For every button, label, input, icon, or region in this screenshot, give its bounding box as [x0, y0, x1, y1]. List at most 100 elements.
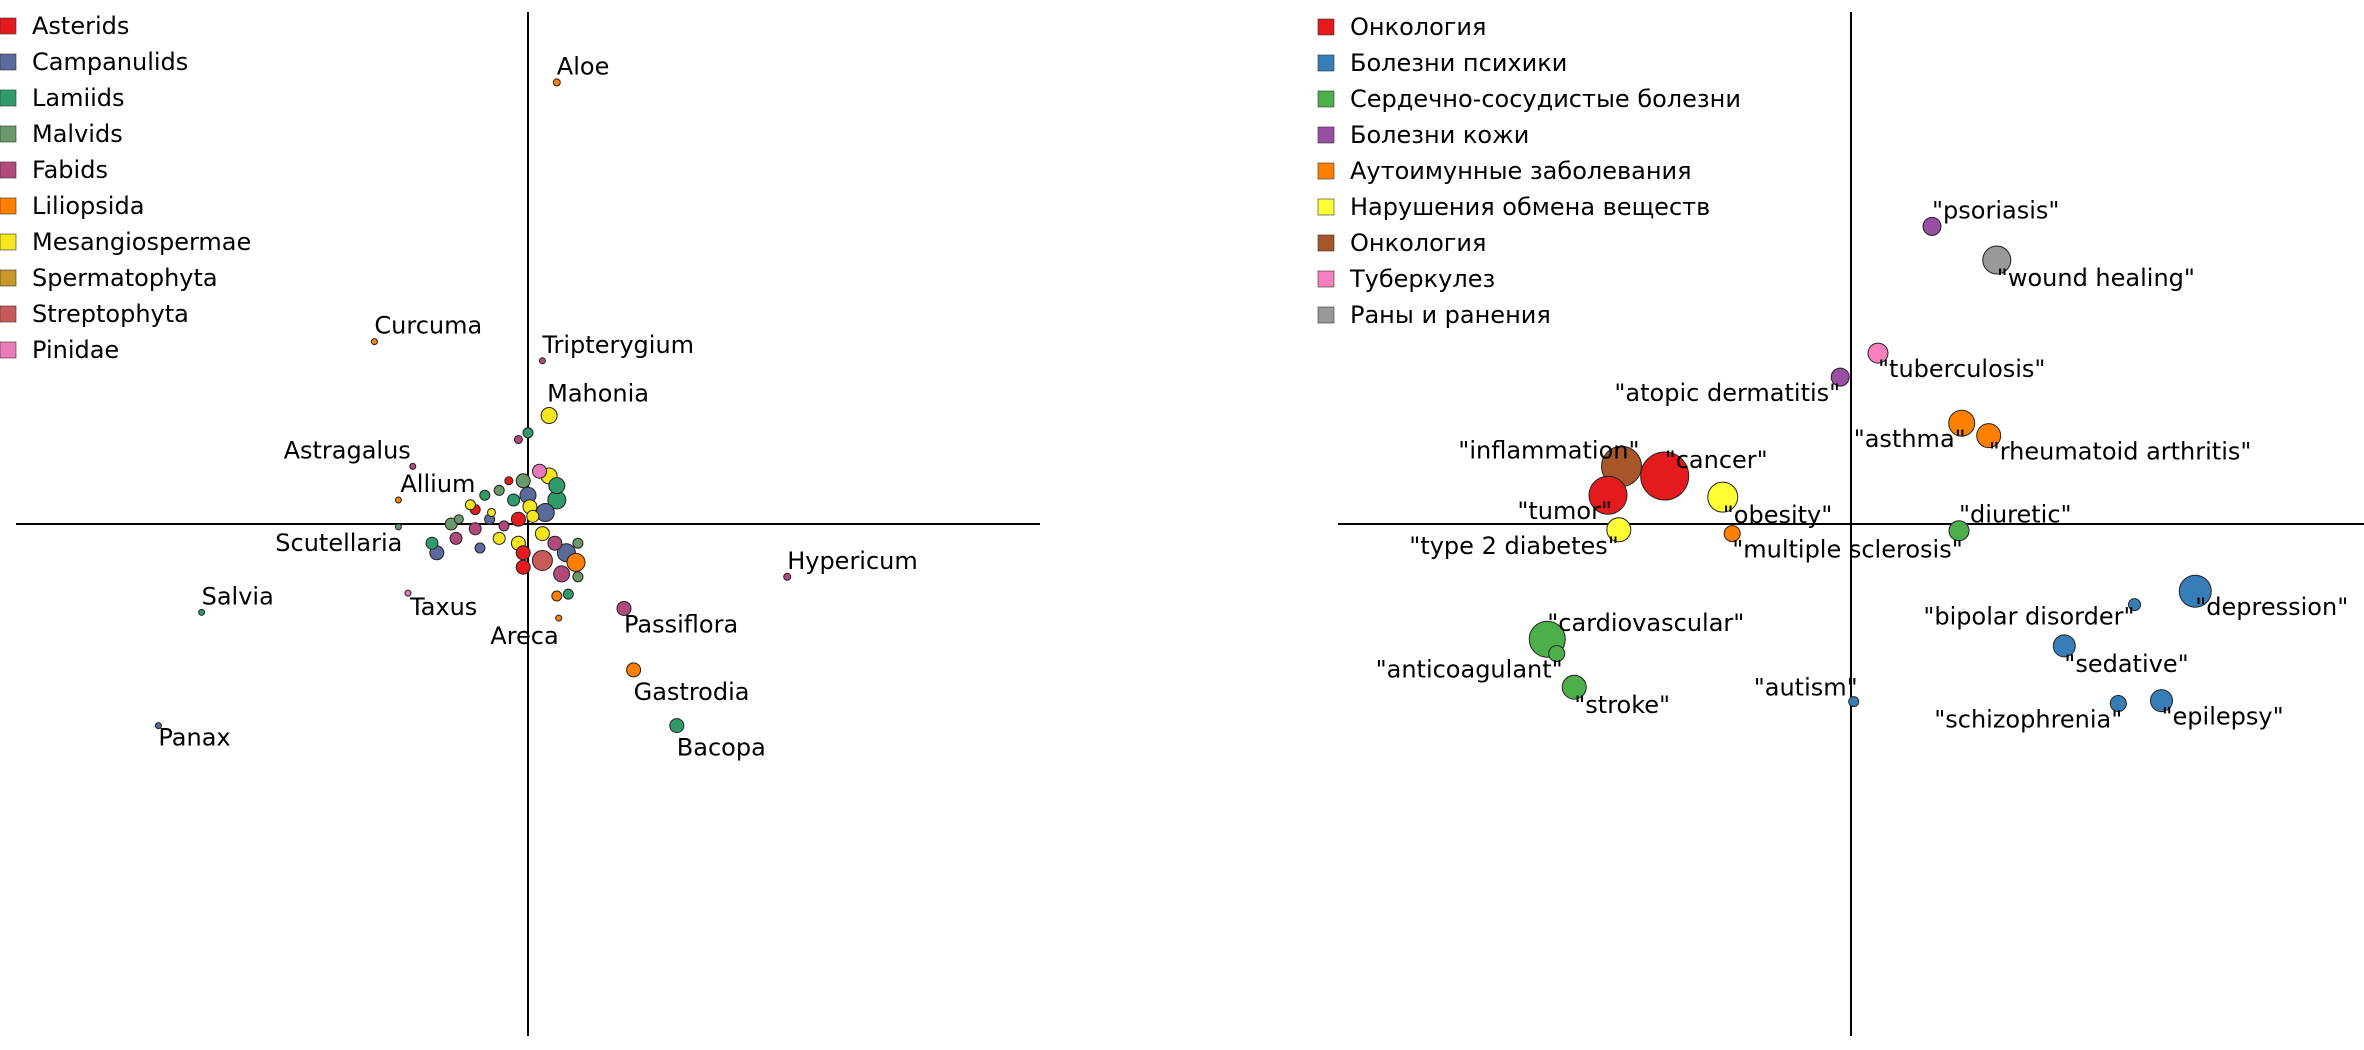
- left-point: [394, 496, 402, 504]
- left-point: [464, 499, 476, 511]
- left-legend-label: Mesangiospermae: [32, 228, 251, 256]
- right-point: [1707, 481, 1739, 513]
- left-point: [616, 600, 632, 616]
- left-point: [513, 435, 523, 445]
- right-point-label: "multiple sclerosis": [1732, 536, 1963, 564]
- right-point-label: "autism": [1754, 674, 1858, 702]
- right-point: [1867, 342, 1889, 364]
- left-legend-swatch: [0, 161, 17, 179]
- left-point-label: Tripterygium: [541, 331, 694, 359]
- left-point-label: Astragalus: [284, 436, 411, 464]
- left-point: [540, 407, 558, 425]
- right-legend-label: Онкология: [1350, 229, 1486, 257]
- right-point-label: "type 2 diabetes": [1409, 532, 1619, 560]
- left-legend-swatch: [0, 53, 17, 71]
- left-point: [572, 571, 584, 583]
- right-point: [2178, 574, 2212, 608]
- left-point: [515, 545, 531, 561]
- left-point: [572, 537, 584, 549]
- left-point: [515, 559, 531, 575]
- right-legend-swatch: [1317, 270, 1335, 288]
- left-point: [498, 520, 510, 532]
- left-scatter-panel: Asterids Campanulids Lamiids Malvids Fabids L…: [0, 12, 1040, 1036]
- right-point-label: "obesity": [1723, 501, 1833, 529]
- left-point-label: Bacopa: [677, 734, 766, 762]
- right-point-label: "psoriasis": [1932, 196, 2059, 224]
- left-point: [425, 536, 439, 550]
- right-point: [1640, 451, 1690, 501]
- left-point-label: Aloe: [557, 52, 610, 80]
- left-point: [553, 565, 571, 583]
- left-legend-label: Malvids: [32, 120, 123, 148]
- right-point: [1848, 696, 1860, 708]
- right-point-label: "schizophrenia": [1934, 706, 2122, 734]
- right-point: [2150, 689, 2173, 713]
- left-point: [547, 535, 563, 551]
- left-point: [551, 590, 563, 602]
- left-point: [198, 608, 206, 616]
- left-point-label: Mahonia: [547, 380, 649, 408]
- right-point-label: "wound healing": [1997, 264, 2195, 292]
- left-legend-swatch: [0, 17, 17, 35]
- right-point-label: "cardiovascular": [1547, 609, 1744, 637]
- right-legend-swatch: [1317, 306, 1335, 324]
- right-legend-swatch: [1317, 162, 1335, 180]
- left-point: [507, 493, 521, 507]
- right-point-label: "diuretic": [1959, 501, 2072, 529]
- right-legend-label: Аутоимунные заболевания: [1350, 157, 1692, 185]
- right-legend-label: Сердечно-сосудистые болезни: [1350, 85, 1741, 113]
- right-legend-label: Нарушения обмена веществ: [1350, 193, 1710, 221]
- left-point: [626, 662, 642, 678]
- left-point: [526, 509, 540, 523]
- left-point: [535, 502, 555, 522]
- left-legend-label: Pinidae: [32, 336, 119, 364]
- right-legend-swatch: [1317, 90, 1335, 108]
- left-point: [538, 357, 546, 365]
- left-point: [492, 531, 506, 545]
- right-point: [1922, 216, 1942, 236]
- left-point: [487, 507, 497, 517]
- left-point: [515, 473, 531, 489]
- right-point-label: "bipolar disorder": [1923, 603, 2134, 631]
- right-legend-swatch: [1317, 234, 1335, 252]
- right-point: [1588, 475, 1628, 515]
- left-point: [370, 338, 378, 346]
- left-point: [453, 514, 464, 525]
- left-point: [555, 614, 563, 622]
- right-legend-swatch: [1317, 54, 1335, 72]
- right-point-label: "stroke": [1574, 691, 1670, 719]
- left-point: [566, 552, 586, 572]
- left-point-label: Panax: [158, 724, 230, 752]
- right-point-label: "sedative": [2064, 650, 2188, 678]
- left-point-label: Passiflora: [624, 610, 738, 638]
- left-legend-label: Spermatophyta: [32, 264, 218, 292]
- left-legend-swatch: [0, 89, 17, 107]
- right-legend-swatch: [1317, 18, 1335, 36]
- left-legend-label: Lamiids: [32, 84, 125, 112]
- left-point: [522, 427, 534, 439]
- right-point: [1548, 645, 1566, 663]
- left-legend-swatch: [0, 197, 17, 215]
- left-point: [552, 78, 561, 87]
- left-point: [531, 549, 553, 571]
- left-point-label: Curcuma: [374, 312, 482, 340]
- left-point-label: Areca: [490, 622, 558, 650]
- left-legend-label: Liliopsida: [32, 192, 144, 220]
- right-point: [1561, 674, 1587, 700]
- left-point: [669, 718, 685, 734]
- left-legend-label: Campanulids: [32, 48, 188, 76]
- right-scatter-panel: Онкология Болезни психики Сердечно-сосудис…: [1317, 12, 2364, 1036]
- left-point-label: Salvia: [202, 582, 274, 610]
- left-point: [449, 531, 463, 545]
- right-point-label: "depression": [2195, 593, 2348, 621]
- right-legend-swatch: [1317, 126, 1335, 144]
- left-point-label: Scutellaria: [275, 529, 402, 557]
- left-point-label: Allium: [400, 470, 475, 498]
- right-point: [1948, 409, 1976, 437]
- right-point-label: "cancer": [1665, 446, 1768, 474]
- left-legend-label: Asterids: [32, 12, 129, 40]
- right-point-label: "tuberculosis": [1878, 355, 2045, 383]
- left-point: [409, 462, 417, 470]
- right-point: [2052, 634, 2076, 658]
